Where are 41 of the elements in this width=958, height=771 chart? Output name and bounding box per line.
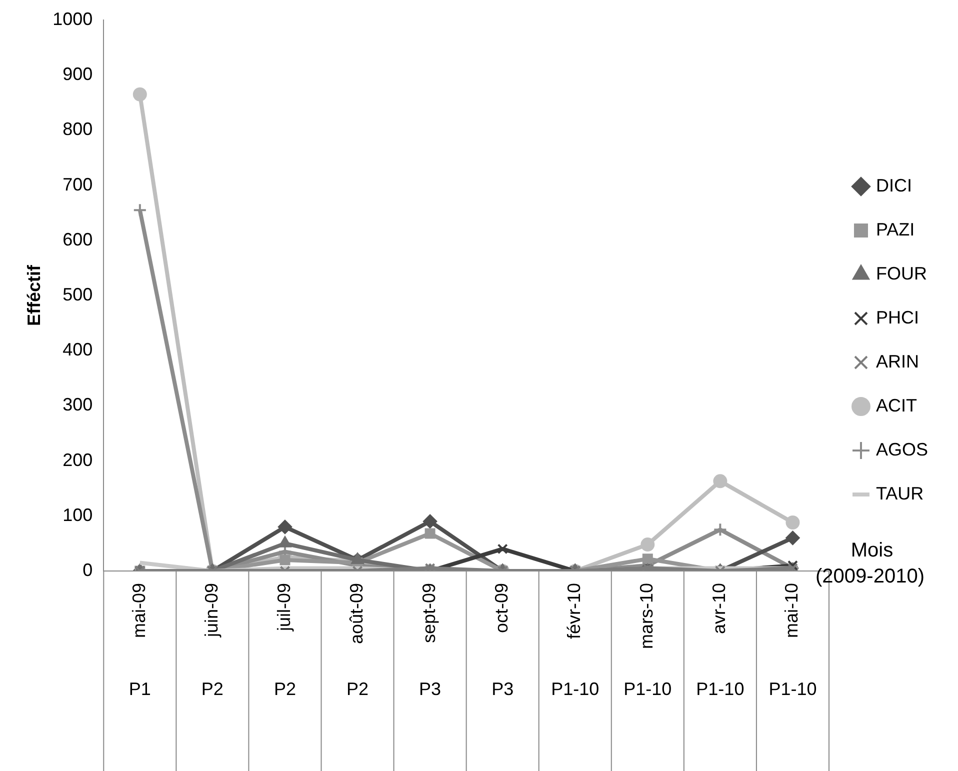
text: P1 bbox=[128, 678, 151, 699]
text: P1-10 bbox=[696, 678, 744, 699]
y-axis-title: Efféctif bbox=[24, 264, 44, 326]
x-axis-title: Mois (2009-2010) bbox=[816, 540, 924, 588]
y-tick-label: 600 bbox=[62, 229, 93, 250]
y-tick-label: 500 bbox=[62, 284, 93, 304]
y-tick-label: 700 bbox=[62, 174, 93, 194]
text: P2 bbox=[274, 678, 296, 699]
x-tick-label: juil-09 bbox=[274, 582, 294, 632]
x-tick-label: févr-10 bbox=[564, 582, 584, 640]
x-tick-label: oct-09 bbox=[492, 582, 512, 634]
y-tick-label: 300 bbox=[62, 394, 93, 415]
legend-label: AGOS bbox=[876, 439, 928, 460]
text: P1-10 bbox=[624, 678, 672, 699]
y-tick-label: 900 bbox=[62, 64, 93, 84]
text: P2 bbox=[201, 678, 224, 699]
x-tick-label: mars-10 bbox=[636, 582, 657, 649]
legend-label: TAUR bbox=[876, 483, 924, 504]
x-tick-label: mai-10 bbox=[782, 582, 802, 638]
legend-label: PAZI bbox=[876, 219, 915, 240]
y-tick-label: 400 bbox=[62, 340, 93, 360]
x-tick-label: août-09 bbox=[346, 582, 366, 644]
y-tick-label: 1000 bbox=[52, 8, 93, 29]
text: P2 bbox=[346, 678, 369, 699]
legend-label: FOUR bbox=[876, 263, 927, 284]
x-tick-label: mai-09 bbox=[128, 582, 149, 638]
legend-label: DICI bbox=[876, 175, 912, 196]
y-tick-label: 200 bbox=[62, 450, 93, 470]
x-tick-label: juin-09 bbox=[201, 582, 222, 638]
legend-label: PHCI bbox=[876, 307, 919, 328]
text: P3 bbox=[492, 678, 514, 699]
legend-label: ACIT bbox=[876, 395, 917, 416]
x-tick-label: sept-09 bbox=[419, 582, 440, 644]
x-tick-label: avr-10 bbox=[709, 582, 730, 634]
y-tick-label: 800 bbox=[62, 119, 93, 140]
legend-label: ARIN bbox=[876, 351, 919, 372]
text: P1-10 bbox=[768, 678, 817, 699]
y-tick-label: 100 bbox=[62, 504, 93, 525]
text: P1-10 bbox=[551, 678, 600, 699]
text: P3 bbox=[419, 678, 442, 699]
y-tick-label: 0 bbox=[82, 560, 93, 580]
